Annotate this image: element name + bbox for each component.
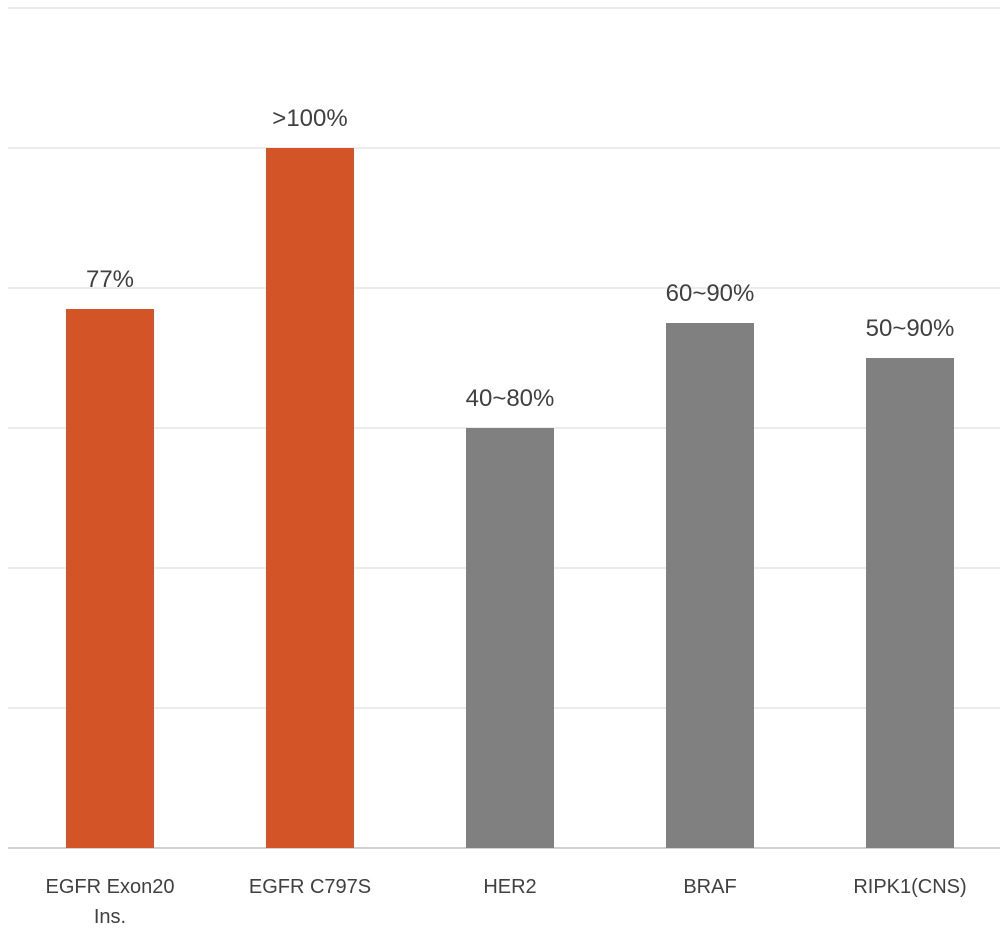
x-tick-label: EGFR Exon20 Ins. bbox=[46, 876, 175, 928]
x-tick-label: HER2 bbox=[483, 876, 536, 898]
bar bbox=[866, 358, 954, 848]
data-labels: 77% >100% 40~80% 60~90% 50~90% bbox=[86, 105, 954, 412]
x-tick-label: EGFR C797S bbox=[249, 876, 371, 898]
bars bbox=[66, 148, 954, 848]
data-label: 60~90% bbox=[666, 280, 755, 307]
x-tick-label: BRAF bbox=[683, 876, 736, 898]
data-label: 50~90% bbox=[866, 315, 955, 342]
bar bbox=[66, 309, 154, 848]
bar bbox=[466, 428, 554, 848]
bar bbox=[666, 323, 754, 848]
x-tick-labels: EGFR Exon20 Ins. EGFR C797S HER2 BRAF RIPK1(C… bbox=[46, 876, 967, 928]
bar bbox=[266, 148, 354, 848]
data-label: 77% bbox=[86, 266, 134, 293]
data-label: 40~80% bbox=[466, 385, 555, 412]
gridlines bbox=[8, 7, 1000, 849]
data-label: >100% bbox=[272, 105, 347, 132]
x-tick-label: RIPK1(CNS) bbox=[853, 876, 966, 898]
